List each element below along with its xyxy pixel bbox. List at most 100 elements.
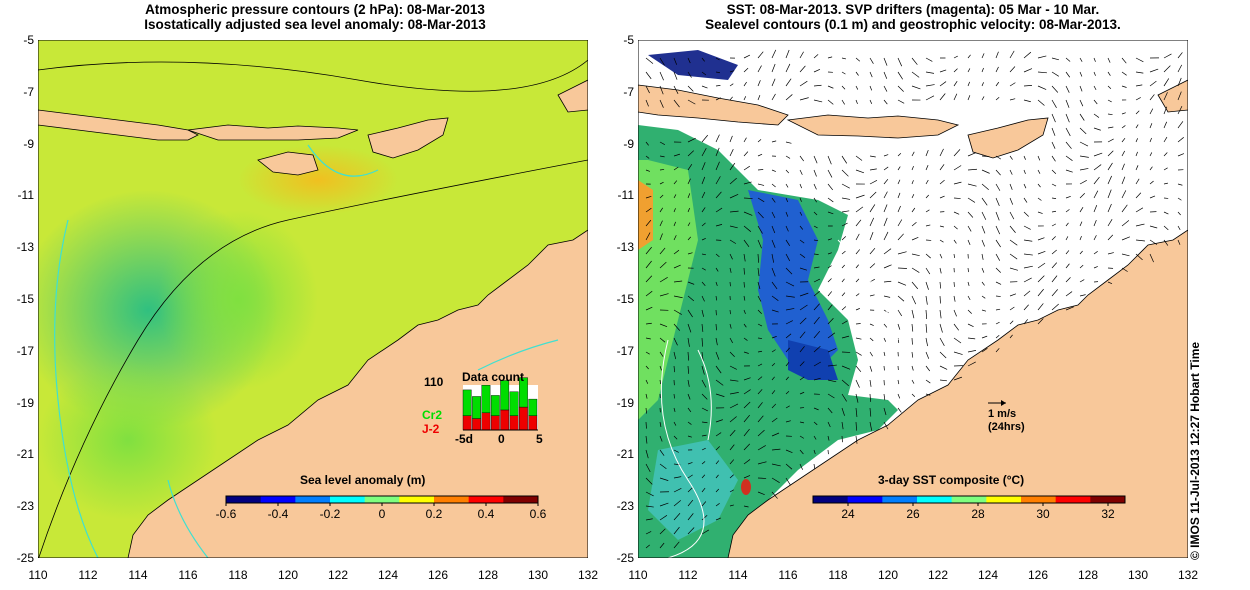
velocity-arrow [1051,183,1057,187]
velocity-arrow [883,280,892,283]
velocity-arrow [645,337,651,340]
velocity-arrow [701,309,704,317]
velocity-arrow [743,67,749,73]
velocity-arrow [883,407,887,416]
velocity-arrow [799,346,805,353]
velocity-arrow [701,407,708,412]
velocity-arrow [869,351,873,357]
velocity-arrow [715,161,720,171]
velocity-arrow [911,351,914,358]
velocity-arrow [673,449,679,453]
velocity-arrow [1149,195,1156,199]
velocity-arrow [687,71,692,78]
x-tick-label: 116 [178,568,198,582]
velocity-arrow [785,391,790,395]
velocity-arrow [771,417,778,423]
sumba-island [257,151,319,176]
velocity-arrow [785,78,792,87]
velocity-arrow [687,252,693,255]
velocity-arrow [897,323,901,330]
velocity-arrow [1135,192,1142,199]
velocity-arrow [841,99,845,105]
velocity-arrow [1149,108,1154,115]
velocity-arrow [1023,99,1031,103]
y-tick-label: -13 [616,240,634,255]
y-tick-label: -9 [623,136,634,151]
velocity-arrow [1051,289,1058,297]
velocity-arrow [729,267,732,273]
velocity-arrow [757,51,764,59]
velocity-arrow [897,99,905,104]
velocity-arrow [855,323,861,325]
velocity-arrow [911,295,917,305]
x-tick-label: 130 [1127,568,1149,582]
velocity-arrow [715,393,725,397]
velocity-arrow [925,351,930,359]
velocity-arrow [1093,152,1103,157]
velocity-arrow [1177,64,1183,73]
velocity-arrow [673,435,678,440]
velocity-arrow [1093,113,1100,118]
velocity-arrow [1051,197,1057,199]
velocity-arrow [1065,57,1071,62]
velocity-arrow [771,349,776,353]
velocity-arrow [1009,267,1018,271]
velocity-arrow [645,207,652,213]
velocity-arrow [1051,113,1056,123]
colorbar-segment [295,496,331,503]
velocity-arrow [855,337,862,340]
velocity-arrow [771,197,776,203]
velocity-arrow [1023,85,1032,87]
velocity-arrow [757,445,766,451]
x-tick-label: 110 [28,568,48,582]
velocity-arrow [1093,99,1098,105]
velocity-arrow [897,219,903,227]
velocity-arrow [883,191,888,199]
velocity-arrow [757,491,765,496]
velocity-arrow [995,295,1001,297]
velocity-arrow [1149,180,1154,185]
velocity-arrow [995,51,999,59]
velocity-arrow [925,149,929,157]
velocity-arrow [1093,71,1096,76]
velocity-arrow [1065,195,1071,199]
velocity-arrow [1135,84,1143,87]
velocity-arrow [1023,183,1027,189]
j2-count-bar [462,415,472,431]
velocity-arrow [687,379,690,387]
velocity-arrow [883,154,889,157]
velocity-arrow [771,295,779,301]
velocity-arrow [659,220,663,227]
y-tick-label: -17 [16,343,34,358]
timor-island [367,117,449,159]
velocity-arrow [687,435,692,438]
velocity-arrow [1065,113,1070,123]
right-title-line2: Sealevel contours (0.1 m) and geostrophi… [705,17,1121,32]
velocity-arrow [729,459,735,465]
velocity-arrow [715,379,724,386]
velocity-arrow [673,57,678,65]
velocity-arrow [1037,303,1044,311]
velocity-arrow [981,239,985,247]
velocity-arrow [1009,50,1015,59]
colorbar-segment [986,496,1022,503]
velocity-arrow [911,180,914,185]
velocity-arrow [701,515,708,521]
velocity-arrow [715,281,718,286]
velocity-arrow [743,54,751,59]
velocity-arrow [687,407,692,413]
data-count-xtick-neg5: -5d [455,432,473,446]
y-tick-label: -23 [16,499,34,514]
velocity-arrow [673,153,681,157]
velocity-arrow [771,403,777,409]
velocity-arrow [659,233,663,241]
velocity-arrow [813,99,823,103]
velocity-arrow [659,337,666,343]
velocity-arrow [729,474,734,479]
velocity-arrow [687,365,690,374]
velocity-arrow [799,155,804,162]
velocity-arrow [897,57,903,67]
velocity-arrow [813,225,818,229]
cr2-count-bar [462,389,472,416]
velocity-arrow [855,206,864,213]
